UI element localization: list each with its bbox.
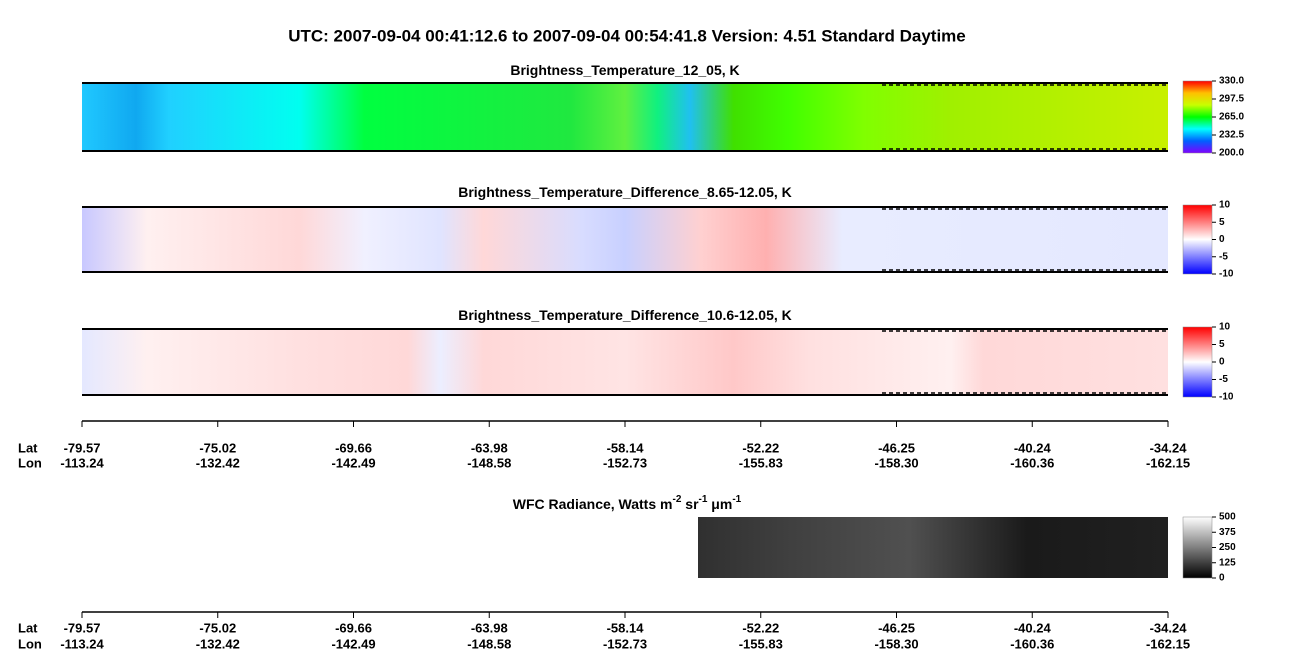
colorbar-tick-label: -10 xyxy=(1219,392,1234,403)
lat-tick-label: -79.57 xyxy=(64,620,101,635)
lat-tick-label: -40.24 xyxy=(1014,620,1052,635)
colorbar-tick-label: 5 xyxy=(1219,339,1225,350)
swath-image xyxy=(82,207,1168,272)
title-superscript: -1 xyxy=(699,494,708,505)
lat-tick-label: -58.14 xyxy=(607,620,645,635)
lat-label: Lat xyxy=(18,620,38,635)
colorbar-tick-label: 125 xyxy=(1219,557,1236,568)
lat-tick-label: -79.57 xyxy=(64,440,101,455)
panel-title: Brightness_Temperature_Difference_8.65-1… xyxy=(458,184,792,200)
lon-tick-label: -142.49 xyxy=(331,455,375,470)
lon-tick-label: -148.58 xyxy=(467,636,511,651)
colorbar xyxy=(1182,516,1213,579)
colorbar-tick-label: 0 xyxy=(1219,573,1225,584)
lon-tick-label: -148.58 xyxy=(467,455,511,470)
panel-title: Brightness_Temperature_Difference_10.6-1… xyxy=(458,307,792,323)
lat-tick-label: -46.25 xyxy=(878,440,915,455)
lon-tick-label: -158.30 xyxy=(874,455,918,470)
colorbar-tick-label: -5 xyxy=(1219,251,1228,262)
panel-title: Brightness_Temperature_12_05, K xyxy=(510,62,739,78)
lat-tick-label: -69.66 xyxy=(335,620,372,635)
title-part: sr xyxy=(681,496,699,512)
colorbar-tick-label: 0 xyxy=(1219,357,1225,368)
lon-tick-label: -152.73 xyxy=(603,636,647,651)
colorbar-tick-label: 265.0 xyxy=(1219,112,1244,123)
colorbar-tick-label: 5 xyxy=(1219,217,1225,228)
lat-tick-label: -34.24 xyxy=(1150,440,1188,455)
lon-tick-label: -160.36 xyxy=(1010,636,1054,651)
swath-image xyxy=(82,329,1168,395)
title-part: WFC Radiance, Watts m xyxy=(513,496,673,512)
lat-tick-label: -69.66 xyxy=(335,440,372,455)
colorbar-tick-label: 0 xyxy=(1219,234,1225,245)
lat-tick-label: -46.25 xyxy=(878,620,915,635)
title-superscript: -2 xyxy=(672,494,681,505)
colorbar-tick-label: 232.5 xyxy=(1219,130,1244,141)
lon-tick-label: -158.30 xyxy=(874,636,918,651)
colorbar xyxy=(1182,80,1213,154)
colorbar-tick-label: -10 xyxy=(1219,269,1234,280)
title-part: Brightness_Temperature_12_05, K xyxy=(510,62,739,78)
lat-tick-label: -58.14 xyxy=(607,440,645,455)
colorbar-tick-label: -5 xyxy=(1219,374,1228,385)
title-part: μm xyxy=(707,496,732,512)
lat-tick-label: -34.24 xyxy=(1150,620,1188,635)
lat-tick-label: -40.24 xyxy=(1014,440,1052,455)
swath-image xyxy=(82,83,1168,151)
lat-tick-label: -63.98 xyxy=(471,440,508,455)
lon-tick-label: -162.15 xyxy=(1146,636,1190,651)
lon-label: Lon xyxy=(18,455,42,470)
page-title: UTC: 2007-09-04 00:41:12.6 to 2007-09-04… xyxy=(288,26,966,45)
colorbar-tick-label: 297.5 xyxy=(1219,94,1244,105)
colorbar-tick-label: 250 xyxy=(1219,542,1236,553)
lon-tick-label: -162.15 xyxy=(1146,455,1190,470)
colorbar-tick-label: 10 xyxy=(1219,322,1231,333)
lon-tick-label: -132.42 xyxy=(196,636,240,651)
title-superscript: -1 xyxy=(732,494,741,505)
colorbar-tick-label: 500 xyxy=(1219,512,1236,523)
title-part: Brightness_Temperature_Difference_8.65-1… xyxy=(458,184,792,200)
lon-tick-label: -142.49 xyxy=(331,636,375,651)
lon-tick-label: -155.83 xyxy=(739,455,783,470)
lon-tick-label: -113.24 xyxy=(60,455,104,470)
lat-tick-label: -52.22 xyxy=(742,620,779,635)
lon-tick-label: -152.73 xyxy=(603,455,647,470)
colorbar xyxy=(1182,204,1213,275)
colorbar xyxy=(1182,326,1213,398)
lon-tick-label: -113.24 xyxy=(60,636,104,651)
colorbar-tick-label: 10 xyxy=(1219,200,1231,211)
lon-tick-label: -132.42 xyxy=(196,455,240,470)
lat-label: Lat xyxy=(18,440,38,455)
lon-label: Lon xyxy=(18,636,42,651)
lat-tick-label: -52.22 xyxy=(742,440,779,455)
title-part: Brightness_Temperature_Difference_10.6-1… xyxy=(458,307,792,323)
colorbar-tick-label: 200.0 xyxy=(1219,148,1244,159)
lat-tick-label: -75.02 xyxy=(199,440,236,455)
colorbar-tick-label: 330.0 xyxy=(1219,76,1244,87)
lat-tick-label: -75.02 xyxy=(199,620,236,635)
lat-tick-label: -63.98 xyxy=(471,620,508,635)
panel-title: WFC Radiance, Watts m-2 sr-1 μm-1 xyxy=(513,494,742,512)
swath-image xyxy=(698,517,1168,578)
lon-tick-label: -160.36 xyxy=(1010,455,1054,470)
colorbar-tick-label: 375 xyxy=(1219,527,1236,538)
lon-tick-label: -155.83 xyxy=(739,636,783,651)
